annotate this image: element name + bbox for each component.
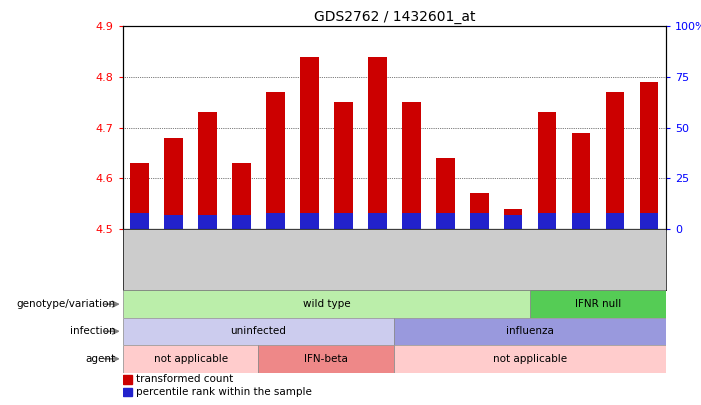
Text: infection: infection: [70, 326, 116, 336]
Bar: [334, 102, 353, 229]
Bar: [470, 213, 489, 229]
Text: not applicable: not applicable: [493, 354, 567, 364]
Bar: [504, 215, 522, 229]
Text: influenza: influenza: [506, 326, 554, 336]
Bar: [402, 213, 421, 229]
Bar: [639, 82, 658, 229]
Bar: [164, 215, 183, 229]
Text: not applicable: not applicable: [154, 354, 228, 364]
Bar: [300, 57, 319, 229]
Bar: [530, 290, 666, 318]
Bar: [436, 213, 454, 229]
Text: transformed count: transformed count: [136, 375, 233, 384]
Bar: [394, 345, 666, 373]
Bar: [639, 213, 658, 229]
Bar: [572, 213, 590, 229]
Bar: [232, 215, 251, 229]
Text: percentile rank within the sample: percentile rank within the sample: [136, 387, 312, 397]
Bar: [130, 163, 149, 229]
Bar: [470, 193, 489, 229]
Bar: [436, 158, 454, 229]
Text: genotype/variation: genotype/variation: [17, 299, 116, 309]
Bar: [123, 318, 394, 345]
Bar: [164, 138, 183, 229]
Bar: [606, 213, 625, 229]
Bar: [266, 213, 285, 229]
Bar: [538, 213, 557, 229]
Bar: [130, 213, 149, 229]
Bar: [504, 209, 522, 229]
Bar: [198, 215, 217, 229]
Bar: [123, 290, 530, 318]
Bar: [300, 213, 319, 229]
Bar: [606, 92, 625, 229]
Bar: [402, 102, 421, 229]
Bar: [123, 375, 132, 384]
Bar: [368, 213, 387, 229]
Bar: [232, 163, 251, 229]
Bar: [198, 112, 217, 229]
Bar: [538, 112, 557, 229]
Text: IFNR null: IFNR null: [575, 299, 621, 309]
Bar: [572, 132, 590, 229]
Bar: [334, 213, 353, 229]
Text: wild type: wild type: [303, 299, 350, 309]
Text: uninfected: uninfected: [231, 326, 287, 336]
Title: GDS2762 / 1432601_at: GDS2762 / 1432601_at: [313, 10, 475, 24]
Text: agent: agent: [86, 354, 116, 364]
Bar: [123, 388, 132, 396]
Bar: [368, 57, 387, 229]
Bar: [394, 318, 666, 345]
Bar: [266, 92, 285, 229]
Text: IFN-beta: IFN-beta: [304, 354, 348, 364]
Bar: [123, 345, 259, 373]
Bar: [259, 345, 394, 373]
